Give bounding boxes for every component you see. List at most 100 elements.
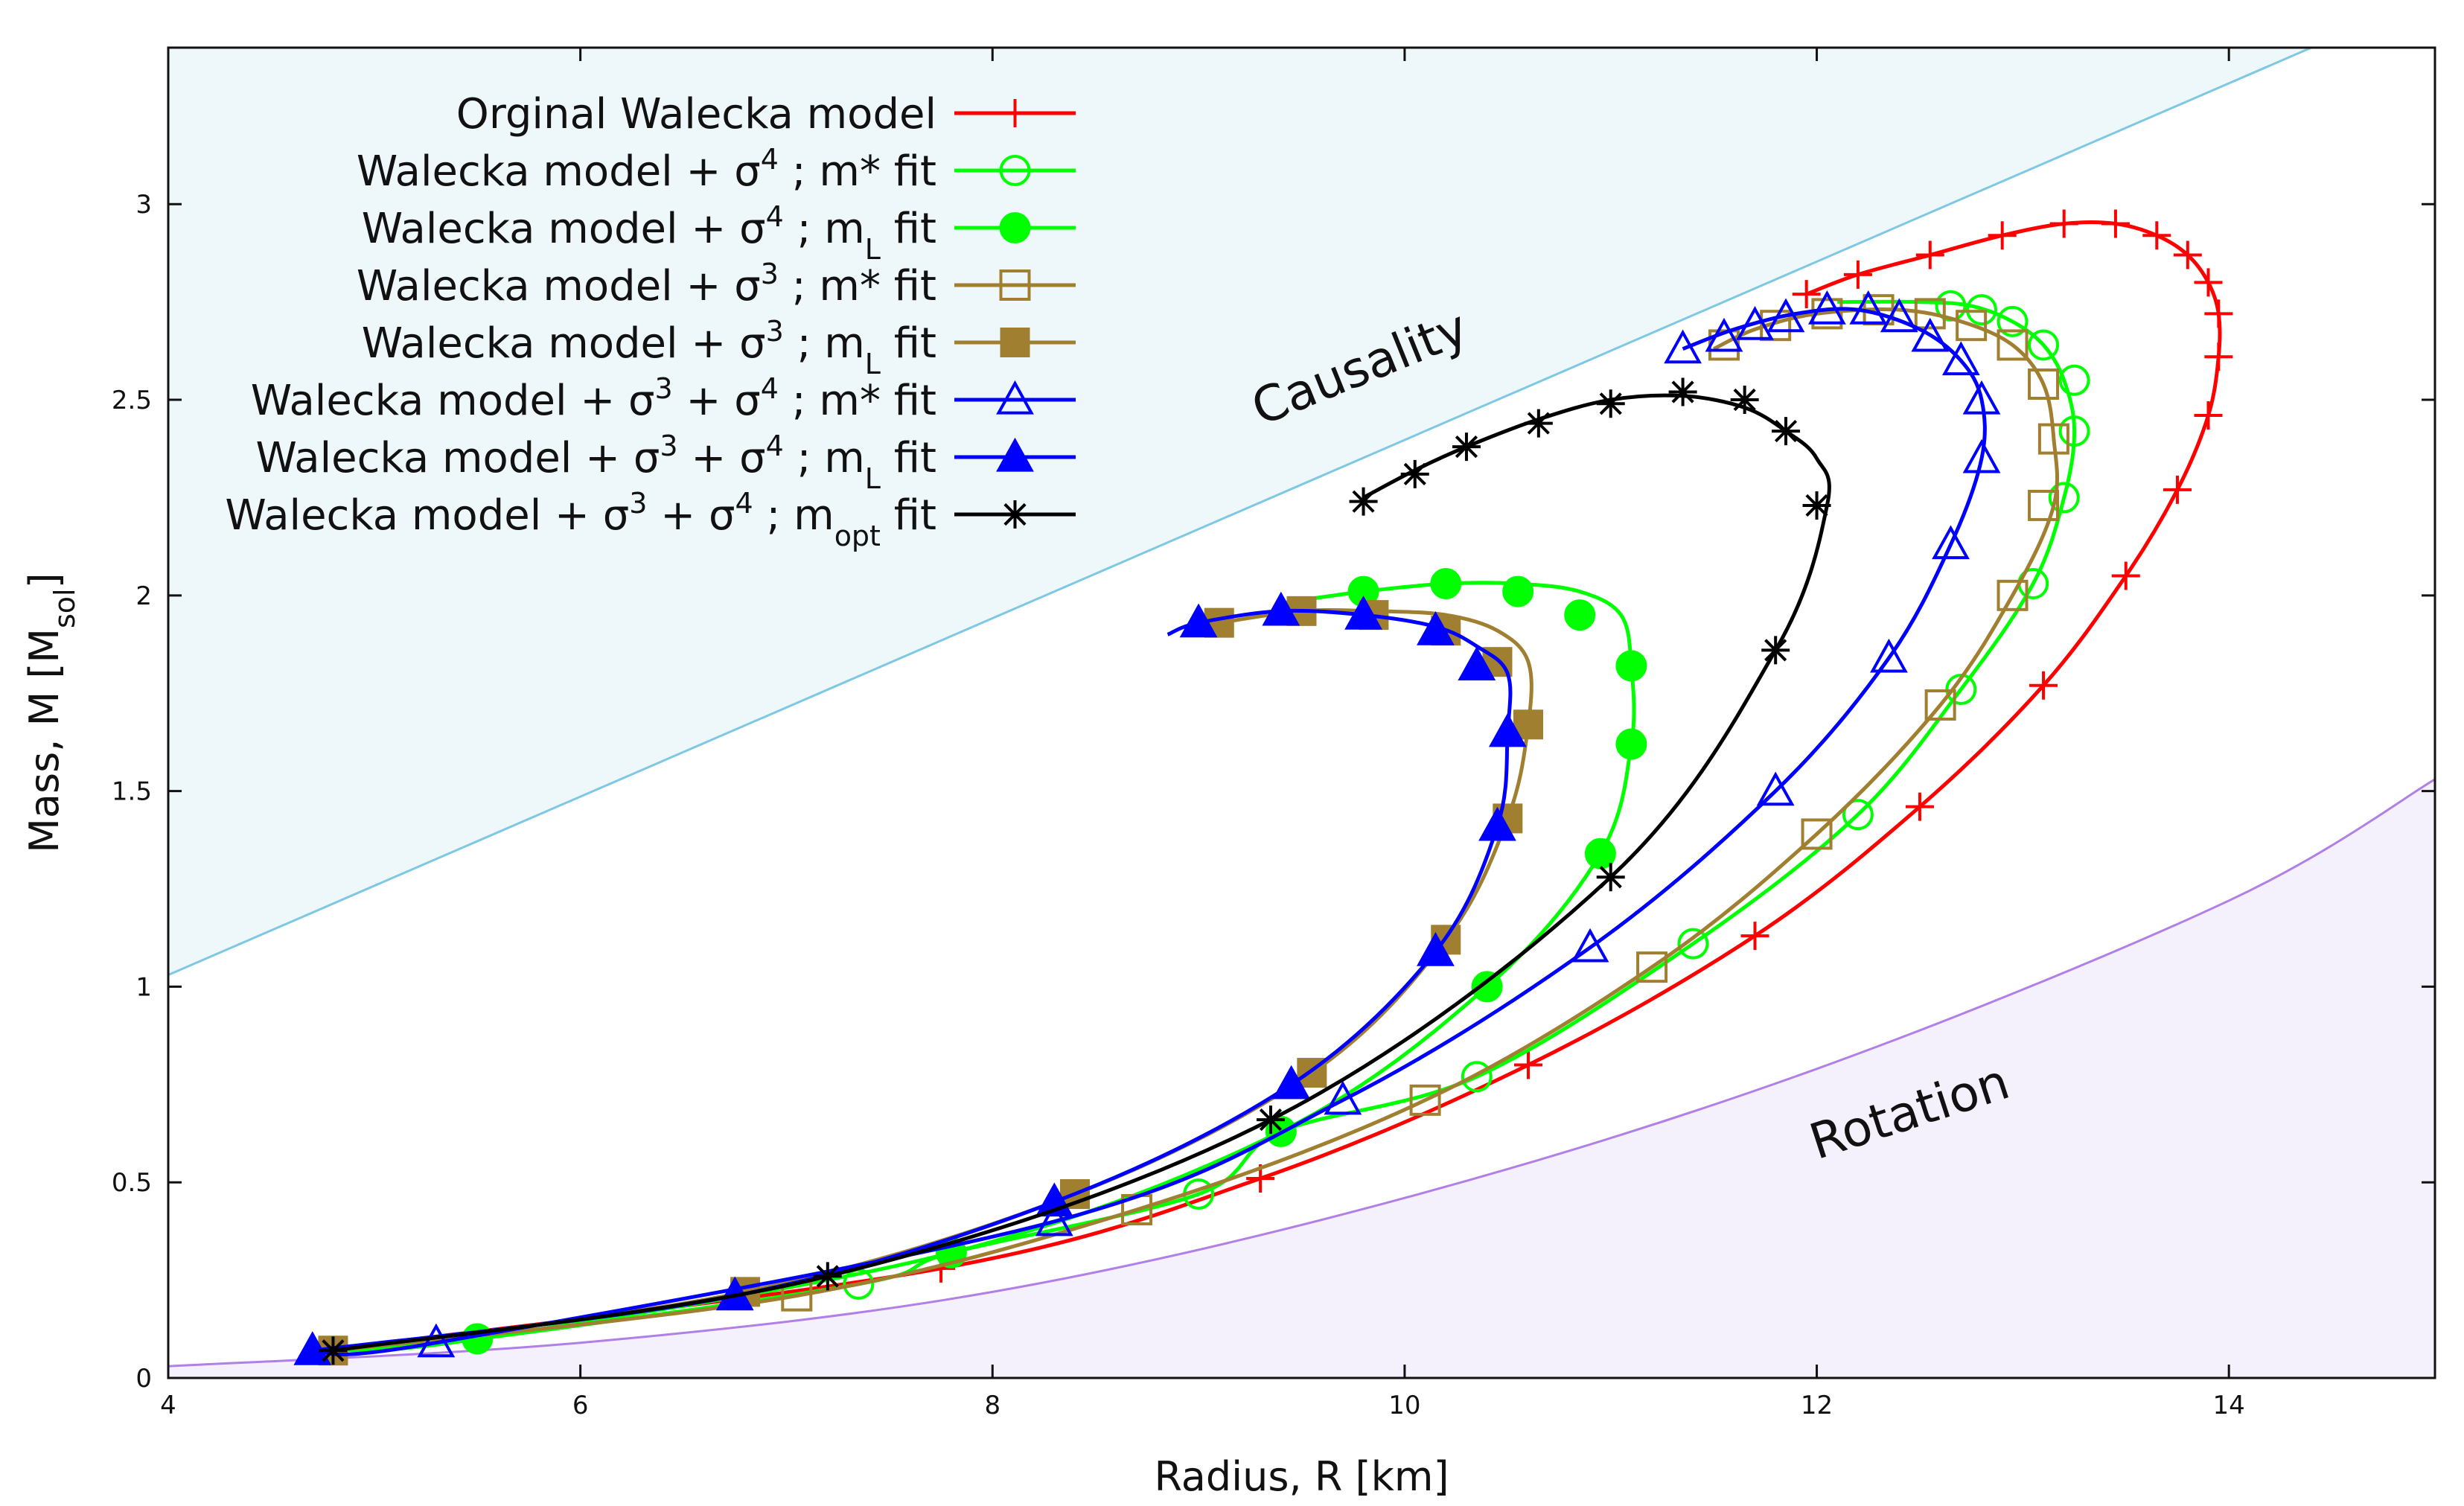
data-point bbox=[1262, 591, 1300, 626]
data-point bbox=[2194, 268, 2223, 297]
data-point bbox=[1843, 260, 1872, 289]
data-point bbox=[1344, 595, 1382, 630]
legend-text-part: 4 bbox=[766, 200, 784, 233]
legend-sample-marker bbox=[999, 269, 1031, 301]
data-point bbox=[1905, 792, 1934, 821]
data-point bbox=[1417, 931, 1455, 966]
plot-frame bbox=[167, 46, 2436, 1379]
legend-text-part: L bbox=[865, 462, 881, 495]
y-tick-label: 3 bbox=[135, 190, 152, 220]
data-point bbox=[1997, 579, 2029, 611]
data-point bbox=[1740, 922, 1769, 951]
axes: 4 6 8 10 12 14 0 0.5 1 1.5 2 2.5 3 bbox=[112, 48, 2435, 1420]
data-point bbox=[1849, 290, 1888, 325]
legend-entry-label: Walecka model + σ3 + σ4 ; mopt fit bbox=[225, 487, 936, 552]
data-point bbox=[1842, 799, 1874, 831]
legend-text-part: + σ bbox=[678, 434, 766, 482]
x-tick-label: 4 bbox=[160, 1391, 176, 1420]
legend-entry-label: Walecka model + σ3 + σ4 ; m* fit bbox=[251, 372, 936, 425]
data-point bbox=[1792, 280, 1821, 309]
legend-text-part: + σ bbox=[647, 491, 735, 540]
data-point bbox=[1766, 298, 1805, 333]
data-point bbox=[2028, 329, 2060, 361]
data-point bbox=[1677, 928, 1709, 960]
data-point bbox=[1801, 818, 1833, 850]
legend-text-part: Walecka model + σ bbox=[251, 377, 655, 425]
data-point bbox=[1400, 459, 1429, 488]
data-point bbox=[1035, 1202, 1073, 1237]
data-point bbox=[1524, 409, 1553, 438]
legend-entry-label: Walecka model + σ4 ; mL fit bbox=[362, 200, 936, 266]
data-point bbox=[1932, 525, 1970, 560]
data-point bbox=[1736, 306, 1774, 340]
legend-text-part: 3 bbox=[629, 487, 647, 520]
x-tick-label: 8 bbox=[984, 1391, 1000, 1420]
legend-text-part: L bbox=[865, 348, 881, 380]
rotation-region bbox=[168, 779, 2435, 1378]
data-point bbox=[1461, 1061, 1493, 1093]
data-point bbox=[1615, 650, 1647, 682]
x-tick-label: 10 bbox=[1388, 1391, 1420, 1420]
legend-entry-label: Walecka model + σ4 ; m* fit bbox=[357, 143, 936, 196]
legend-text-part: ; m* fit bbox=[779, 377, 936, 425]
x-tick-label: 12 bbox=[1801, 1391, 1833, 1420]
data-point bbox=[1668, 377, 1697, 406]
data-point bbox=[319, 1336, 348, 1365]
legend-text-part: 4 bbox=[761, 143, 779, 176]
data-point bbox=[1772, 417, 1801, 446]
x-axis-label: Radius, R [km] bbox=[1154, 1453, 1449, 1500]
data-point bbox=[1730, 386, 1759, 415]
data-point bbox=[1956, 310, 1988, 342]
legend-text-part: 4 bbox=[766, 430, 784, 462]
data-point bbox=[2048, 482, 2080, 514]
data-point bbox=[1564, 599, 1596, 631]
y-tick-label: 1 bbox=[135, 972, 152, 1002]
series-line bbox=[333, 393, 1831, 1353]
data-point bbox=[293, 1331, 332, 1365]
data-point bbox=[1802, 491, 1831, 520]
y-axis-label-main: Mass, M [M bbox=[21, 628, 68, 853]
legend-sample-marker bbox=[999, 155, 1031, 186]
legend-sample-marker bbox=[996, 380, 1034, 415]
data-point bbox=[1760, 310, 1792, 342]
data-point bbox=[1911, 317, 1950, 352]
legend-text-part: + σ bbox=[673, 377, 761, 425]
data-point bbox=[1915, 240, 1944, 269]
legend-text-part: ; m* fit bbox=[779, 262, 936, 310]
legend-sample-marker bbox=[1000, 328, 1030, 357]
data-point bbox=[1664, 329, 1702, 364]
legend-text-part: ; m bbox=[784, 434, 865, 482]
data-point bbox=[1452, 433, 1481, 462]
data-point bbox=[813, 1262, 842, 1291]
legend-text-part: ; m* fit bbox=[779, 147, 936, 196]
data-point bbox=[2028, 368, 2060, 401]
data-point bbox=[1514, 1050, 1542, 1079]
legend-text-part: fit bbox=[881, 491, 936, 540]
data-point bbox=[2028, 489, 2060, 521]
data-point bbox=[2204, 342, 2233, 371]
y-axis-label-sub: sol bbox=[48, 588, 81, 628]
legend-text-part: Walecka model + σ bbox=[357, 262, 761, 310]
legend-text-part: Walecka model + σ bbox=[362, 205, 766, 253]
data-point bbox=[1488, 712, 1527, 747]
y-tick-label: 2.5 bbox=[112, 386, 152, 415]
legend-text-part: Walecka model + σ bbox=[225, 491, 629, 540]
data-point bbox=[1636, 951, 1668, 983]
data-point bbox=[1811, 298, 1843, 330]
data-point bbox=[2037, 423, 2069, 455]
data-point bbox=[417, 1323, 456, 1358]
data-point bbox=[1417, 611, 1455, 645]
data-point bbox=[1596, 863, 1625, 892]
data-point bbox=[1571, 928, 1609, 963]
legend-text-part: 3 bbox=[766, 315, 784, 348]
y-tick-label: 0 bbox=[135, 1364, 152, 1394]
legend-text-part: Orginal Walecka model bbox=[456, 90, 936, 138]
legend-text-part: ; m bbox=[753, 491, 834, 540]
rotation-boundary bbox=[168, 778, 2435, 1368]
data-point bbox=[2194, 401, 2223, 430]
data-point bbox=[2101, 209, 2130, 238]
data-point bbox=[2029, 671, 2058, 700]
y-tick-label: 1.5 bbox=[112, 777, 152, 807]
data-point bbox=[1409, 1084, 1441, 1116]
